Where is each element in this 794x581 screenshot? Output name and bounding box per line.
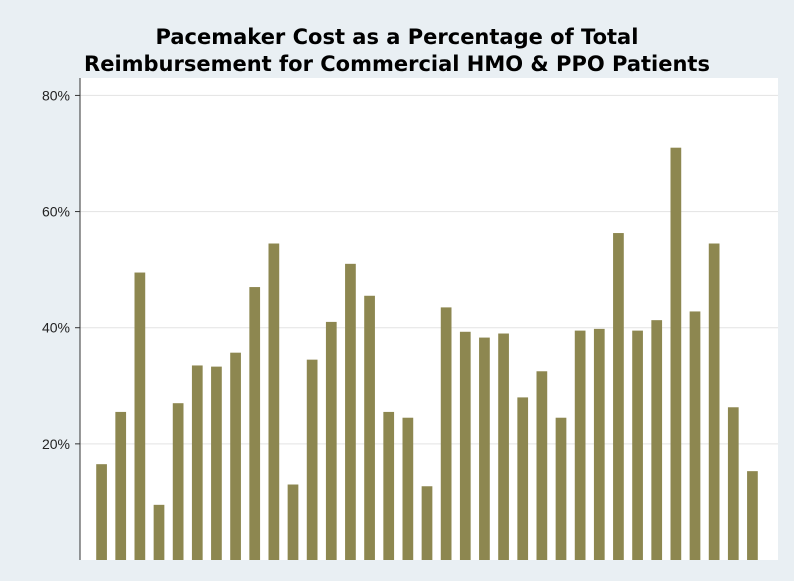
bar xyxy=(727,407,739,560)
bar xyxy=(593,328,605,560)
bar xyxy=(421,486,433,560)
bar xyxy=(287,484,299,560)
bar xyxy=(268,243,280,560)
bar xyxy=(708,243,720,560)
chart-title-line-1: Pacemaker Cost as a Percentage of Total xyxy=(155,25,639,49)
bar xyxy=(402,417,414,560)
bar xyxy=(306,359,318,560)
bar xyxy=(498,333,509,560)
bar xyxy=(574,330,586,560)
bar xyxy=(172,403,184,560)
bar xyxy=(479,337,490,560)
bar xyxy=(632,330,643,560)
bar xyxy=(115,411,127,560)
bar xyxy=(345,263,356,560)
bar xyxy=(249,287,261,560)
bar xyxy=(211,366,222,560)
bar xyxy=(459,331,471,560)
bar xyxy=(555,417,567,560)
bar xyxy=(613,233,624,561)
bar xyxy=(670,147,682,560)
bar xyxy=(383,411,395,560)
bar xyxy=(364,295,375,560)
y-tick-label: 60% xyxy=(42,204,70,220)
bar xyxy=(747,471,758,560)
y-tick-label: 80% xyxy=(42,87,70,103)
chart-title: Pacemaker Cost as a Percentage of Total … xyxy=(0,24,794,78)
bar xyxy=(134,272,146,560)
bar xyxy=(517,397,529,560)
bar xyxy=(325,321,337,560)
bars xyxy=(96,147,758,561)
bar xyxy=(651,320,663,560)
bar xyxy=(96,464,107,560)
bar xyxy=(230,352,241,560)
bar xyxy=(191,365,203,560)
bar xyxy=(536,371,548,560)
y-tick-label: 40% xyxy=(42,320,70,336)
y-axis-ticks: 20% 40% 60% 80% xyxy=(42,87,80,452)
y-tick-label: 20% xyxy=(42,436,70,452)
bar xyxy=(153,504,165,560)
bar xyxy=(689,311,701,560)
chart-title-line-2: Reimbursement for Commercial HMO & PPO P… xyxy=(84,52,710,76)
bar xyxy=(440,307,452,560)
